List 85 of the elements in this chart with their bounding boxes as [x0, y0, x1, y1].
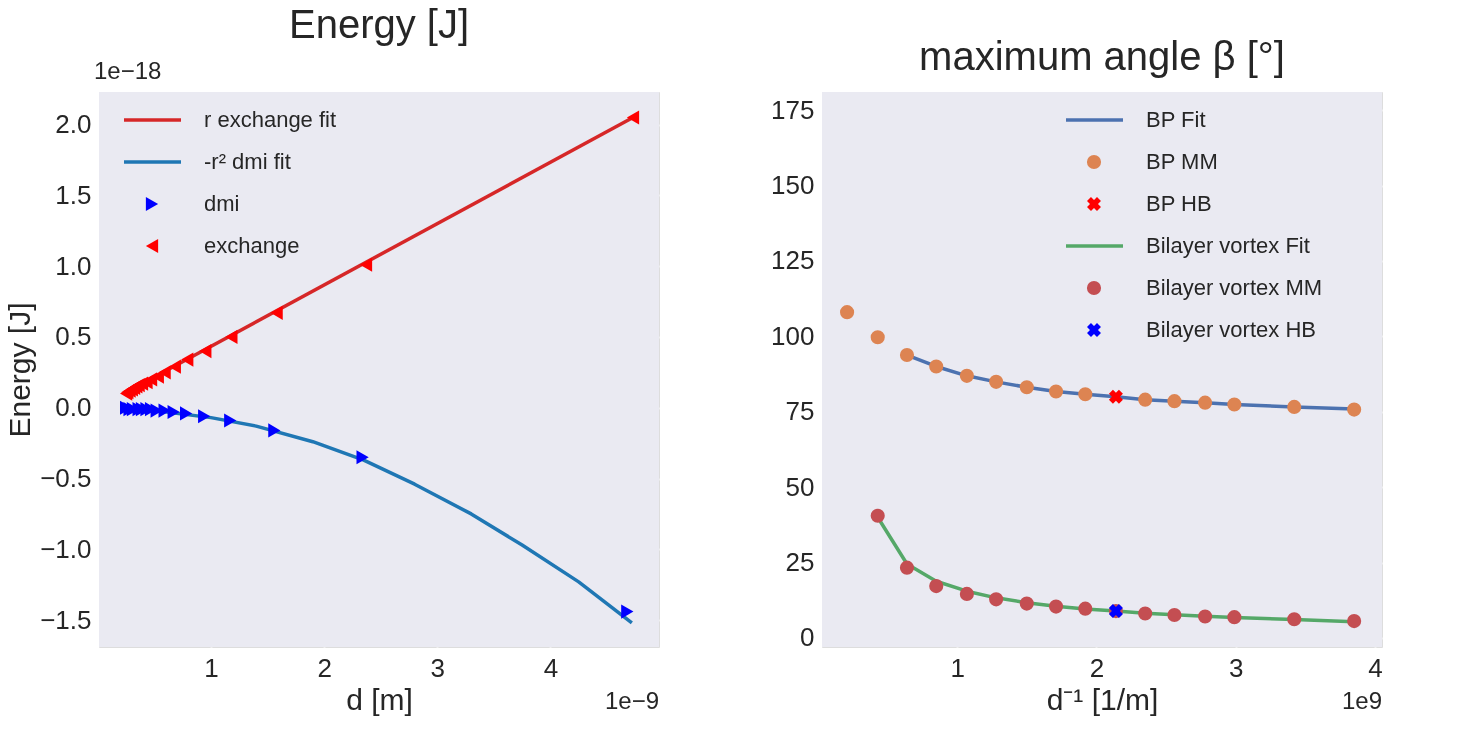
point	[1347, 402, 1362, 417]
x-tick-label: 1	[950, 652, 965, 683]
point	[1048, 599, 1064, 614]
point	[899, 347, 915, 363]
chart-title: maximum angle β [°]	[919, 34, 1285, 78]
x-tick-label: 3	[430, 652, 445, 683]
text: 1e9	[1341, 687, 1382, 714]
x-tick-label: 4	[1368, 652, 1383, 683]
point	[181, 352, 194, 367]
y-tick-label: 0.5	[55, 321, 92, 352]
point	[959, 368, 974, 383]
y-tick-label: −1.5	[40, 604, 92, 635]
point	[1138, 606, 1153, 621]
point	[870, 508, 885, 523]
y-tick-label: 25	[785, 547, 815, 578]
point	[1287, 612, 1302, 627]
point	[929, 579, 944, 594]
x-tick-label: 4	[543, 652, 559, 683]
point	[198, 409, 211, 424]
legend-label: Bilayer vortex HB	[1146, 317, 1316, 342]
y-tick-label: 0	[800, 622, 815, 653]
point	[168, 359, 181, 374]
y-tick-label: 100	[771, 320, 815, 351]
y-tick-label: −1.0	[40, 533, 92, 564]
point	[1167, 394, 1182, 409]
legend-label: dmi	[204, 191, 240, 216]
legend-label: exchange	[204, 233, 300, 258]
point	[179, 406, 193, 421]
point	[870, 330, 885, 345]
x-tick-label: 1	[204, 652, 219, 683]
y-axis-title: Energy [J]	[3, 302, 37, 438]
legend-label: BP Fit	[1146, 107, 1206, 132]
point	[1138, 392, 1153, 407]
y-tick-label: 1.0	[55, 250, 92, 281]
point	[1227, 610, 1242, 625]
point	[356, 450, 369, 465]
point	[268, 423, 281, 438]
point	[1198, 609, 1213, 624]
point	[929, 359, 944, 374]
x-tick-label: 3	[1229, 652, 1244, 683]
point	[224, 413, 237, 428]
point	[840, 305, 855, 320]
point	[989, 592, 1004, 607]
y-tick-label: 175	[771, 94, 815, 125]
y-tick-label: 1.5	[55, 179, 92, 210]
legend-label: BP HB	[1146, 191, 1212, 216]
point	[1019, 380, 1034, 395]
legend-label: -r² dmi fit	[204, 149, 291, 174]
x-axis-title: d [m]	[346, 682, 413, 716]
x-axis-title: d⁻¹ [1/m]	[1046, 682, 1159, 716]
y-tick-label: 50	[785, 471, 815, 502]
x-tick-label: 2	[317, 652, 332, 683]
point	[1078, 387, 1093, 402]
y-tick-label: 125	[771, 245, 815, 276]
text: 1e−9	[604, 687, 659, 714]
x-tick-label: 2	[1089, 652, 1105, 683]
point	[621, 604, 634, 619]
point	[989, 374, 1004, 389]
legend-label: Bilayer vortex MM	[1146, 275, 1323, 300]
text: 1e−18	[94, 57, 162, 84]
point	[899, 560, 915, 575]
y-tick-label: 150	[771, 170, 815, 201]
y-tick-label: 75	[785, 396, 815, 427]
point	[1287, 399, 1302, 414]
legend-label: BP MM	[1146, 149, 1218, 174]
point	[359, 257, 373, 272]
point	[1227, 397, 1242, 412]
point	[1078, 601, 1093, 616]
point	[1347, 614, 1362, 629]
point	[959, 586, 974, 601]
point	[225, 329, 238, 345]
point	[1167, 607, 1182, 623]
legend-label: r exchange fit	[204, 107, 337, 132]
point	[1048, 384, 1064, 399]
y-tick-label: −0.5	[40, 463, 92, 494]
point	[270, 305, 283, 320]
point	[199, 344, 212, 359]
chart-title: Energy [J]	[288, 2, 470, 46]
point	[1019, 596, 1034, 611]
y-tick-label: 2.0	[55, 109, 92, 140]
legend-label: Bilayer vortex Fit	[1146, 233, 1310, 258]
point	[626, 110, 640, 125]
point	[1108, 389, 1123, 404]
point	[1198, 395, 1213, 410]
y-tick-label: 0.0	[55, 392, 92, 423]
